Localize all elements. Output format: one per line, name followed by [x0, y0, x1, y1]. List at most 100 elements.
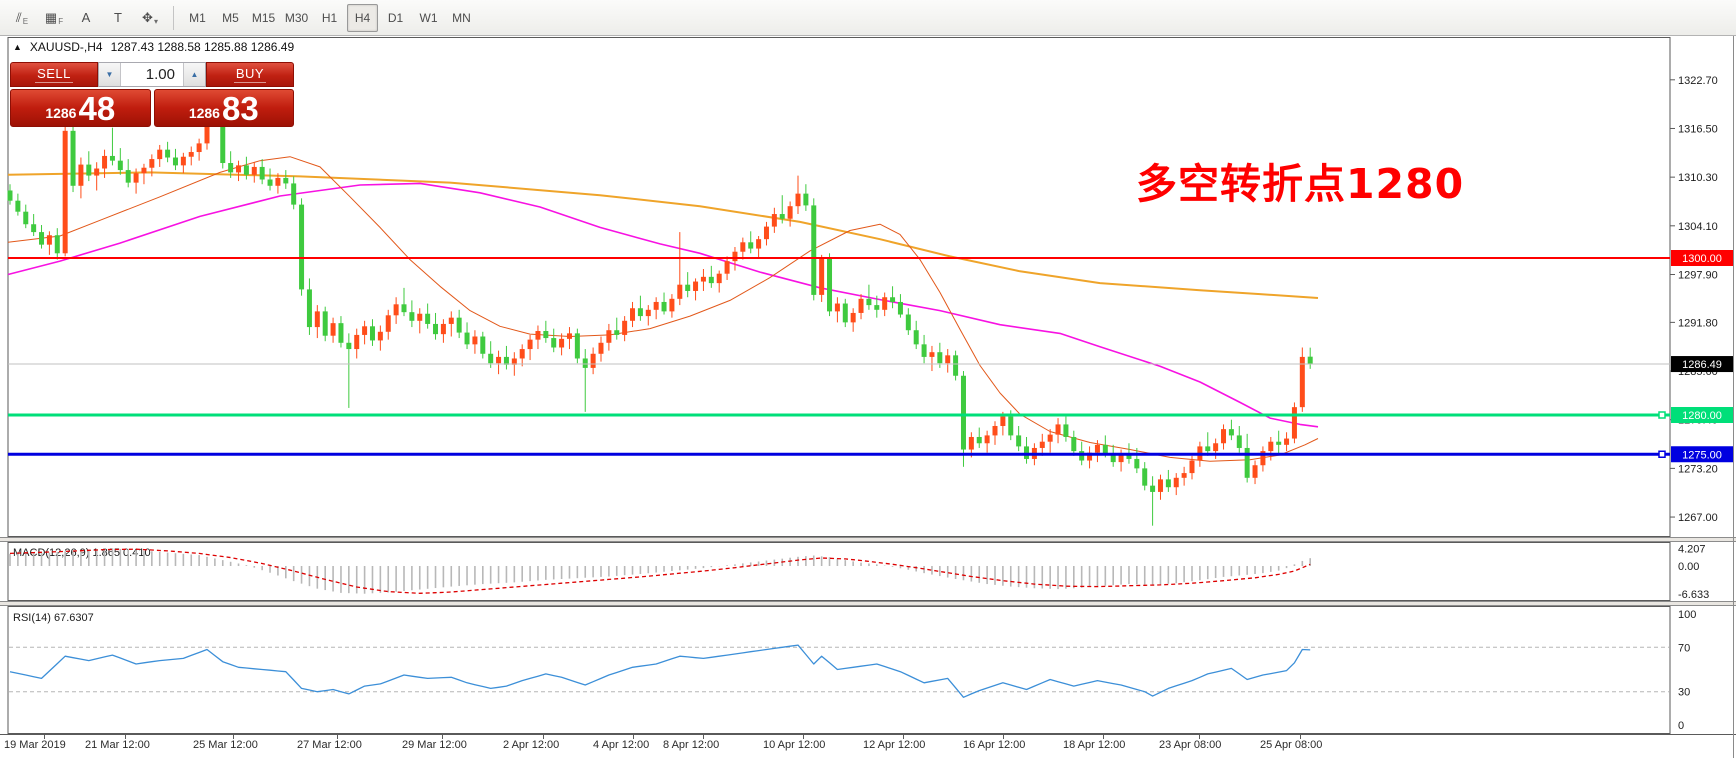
- time-axis-label: 10 Apr 12:00: [763, 739, 826, 751]
- price-tick-label: 1310.30: [1678, 172, 1718, 184]
- text-label-icon[interactable]: A: [81, 10, 91, 25]
- buy-button[interactable]: BUY: [206, 62, 294, 87]
- candle-body: [102, 155, 108, 169]
- sell-price-box[interactable]: 1286 48: [10, 89, 151, 127]
- price-badge-label: 1275.00: [1682, 449, 1722, 461]
- price-tick-label: 1304.10: [1678, 221, 1718, 233]
- rsi-label: RSI(14) 67.6307: [13, 612, 94, 624]
- text-box-icon[interactable]: T: [114, 10, 122, 25]
- candle-body: [921, 344, 927, 357]
- macd-scale-label: 4.207: [1678, 543, 1706, 555]
- candle-body: [283, 177, 289, 184]
- candle-body: [306, 289, 312, 328]
- sell-button[interactable]: SELL: [10, 62, 98, 87]
- candle-body: [275, 177, 281, 186]
- tab-timeframe-H1[interactable]: H1: [321, 10, 338, 25]
- tab-timeframe-MN[interactable]: MN: [452, 10, 471, 25]
- candle-body: [582, 358, 588, 368]
- candle-body: [259, 166, 265, 180]
- time-axis-tick: [233, 735, 234, 739]
- hline-handle[interactable]: [1658, 450, 1666, 458]
- candle-body: [1118, 454, 1124, 463]
- rsi-line: [9, 644, 1311, 698]
- candle-body: [1260, 451, 1266, 466]
- macd-scale-label: 0.00: [1678, 561, 1699, 573]
- candle-body: [39, 232, 45, 245]
- candle-body: [141, 167, 147, 174]
- candle-body: [953, 355, 959, 376]
- time-axis-label: 29 Mar 12:00: [402, 739, 467, 751]
- price-badge-label: 1280.00: [1682, 410, 1722, 422]
- hline-handle[interactable]: [1658, 411, 1666, 419]
- candle-body: [330, 323, 336, 336]
- candle-body: [117, 160, 123, 171]
- candle-body: [251, 166, 257, 175]
- candle-body: [559, 338, 565, 348]
- candle-body: [133, 173, 139, 183]
- candle-body: [1087, 452, 1093, 461]
- collapse-panel-icon[interactable]: ▲: [13, 42, 22, 52]
- volume-decrease-button[interactable]: ▼: [99, 63, 121, 86]
- tab-timeframe-D1[interactable]: D1: [387, 10, 404, 25]
- price-badge-1300.00: [1671, 250, 1734, 266]
- volume-input[interactable]: 1.00: [145, 66, 175, 83]
- time-axis-tick: [44, 735, 45, 739]
- candle-body: [1213, 443, 1219, 452]
- candle-body: [1276, 441, 1282, 445]
- candle-body: [622, 320, 628, 335]
- candle-body: [1047, 434, 1053, 442]
- time-axis-tick: [442, 735, 443, 739]
- time-axis-label: 19 Mar 2019: [4, 739, 66, 751]
- buy-price-box[interactable]: 1286 83: [153, 89, 294, 127]
- ma-fast-thin: [7, 156, 1319, 462]
- time-axis-label: 8 Apr 12:00: [663, 739, 720, 751]
- tab-timeframe-M5[interactable]: M5: [222, 10, 239, 25]
- rsi-indicator-panel[interactable]: RSI(14) 67.6307 100 70 30 0: [0, 606, 1736, 734]
- price-tick-label: 1316.50: [1678, 123, 1718, 135]
- time-axis-tick: [1103, 735, 1104, 739]
- candle-body: [1055, 424, 1061, 435]
- tab-timeframe-M15[interactable]: M15: [251, 10, 276, 25]
- candle-body: [661, 301, 667, 312]
- candle-body: [732, 251, 738, 262]
- time-axis[interactable]: 19 Mar 2019 21 Mar 12:00 25 Mar 12:00 27 Ma…: [0, 734, 1736, 758]
- candle-body: [779, 214, 785, 219]
- chart-ohlc-values: 1287.43 1288.58 1285.88 1286.49: [110, 40, 295, 54]
- candle-body: [787, 206, 793, 219]
- candle-body: [109, 155, 115, 161]
- candle-body: [1016, 435, 1022, 447]
- tab-timeframe-H4[interactable]: H4: [347, 3, 378, 32]
- grid-f-icon[interactable]: ▦ F: [44, 9, 64, 27]
- macd-plot-background: [7, 542, 1671, 601]
- price-tick-label: 1291.80: [1678, 317, 1718, 329]
- volume-increase-button[interactable]: ▲: [183, 63, 205, 86]
- candle-body: [763, 226, 769, 240]
- tab-timeframe-W1[interactable]: W1: [419, 10, 438, 25]
- candle-body: [1024, 446, 1030, 459]
- panel-splitter-rsi[interactable]: [0, 601, 1736, 606]
- candle-body: [54, 235, 60, 254]
- panel-splitter-macd[interactable]: [0, 537, 1736, 542]
- candle-body: [480, 336, 486, 354]
- candle-body: [464, 332, 470, 345]
- candle-body: [1142, 468, 1148, 486]
- candle-body: [795, 193, 801, 207]
- candle-body: [1079, 451, 1085, 461]
- candle-body: [937, 352, 943, 364]
- candle-body: [401, 304, 407, 313]
- price-tick-label: 1297.90: [1678, 269, 1718, 281]
- candle-body: [385, 315, 391, 332]
- tab-timeframe-M1[interactable]: M1: [189, 10, 206, 25]
- volume-stepper: ▼ 1.00 ▲: [98, 62, 206, 87]
- draw-study-icon[interactable]: ⫽ E: [15, 9, 29, 27]
- price-tick-label: 1273.20: [1678, 463, 1718, 475]
- cursor-arrows-icon[interactable]: ✥ ▾: [142, 9, 158, 27]
- candle-body: [196, 143, 202, 153]
- candle-body: [637, 308, 643, 317]
- candle-body: [1291, 407, 1297, 439]
- candle-body: [519, 349, 525, 359]
- candle-body: [913, 330, 919, 345]
- tab-timeframe-M30[interactable]: M30: [284, 10, 309, 25]
- candle-body: [653, 301, 659, 310]
